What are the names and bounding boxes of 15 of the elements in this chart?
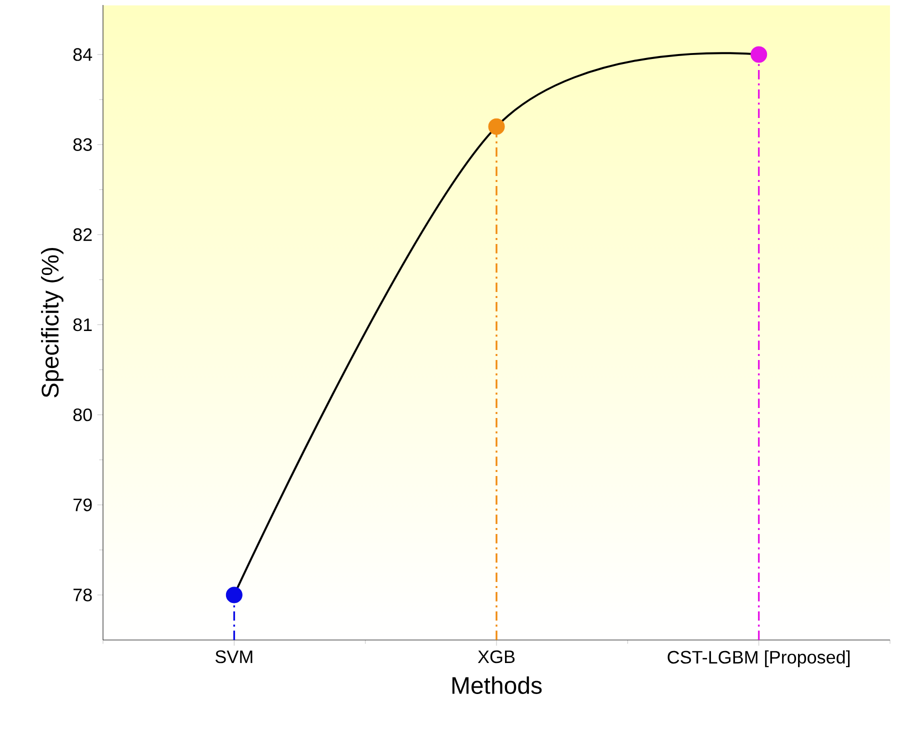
x-tick-label: SVM (215, 650, 252, 664)
x-axis-title: Methods (452, 676, 542, 694)
point (488, 118, 505, 135)
y-tick-label: 84 (73, 48, 92, 61)
point (750, 46, 768, 63)
y-tick-label: 78 (74, 588, 92, 602)
y-tick-label: 83 (73, 138, 92, 151)
y-tick-label: 80 (73, 408, 92, 422)
x-tick-label: CST-LGBM [Proposed] (668, 650, 850, 668)
y-tick-label: 82 (73, 228, 92, 242)
point (226, 586, 242, 604)
y-tick-label: 79 (74, 498, 92, 512)
y-tick-label: 81 (73, 318, 92, 332)
x-tick-label: XGB (478, 650, 515, 664)
y-axis-title: Specificity (%) (41, 248, 64, 398)
